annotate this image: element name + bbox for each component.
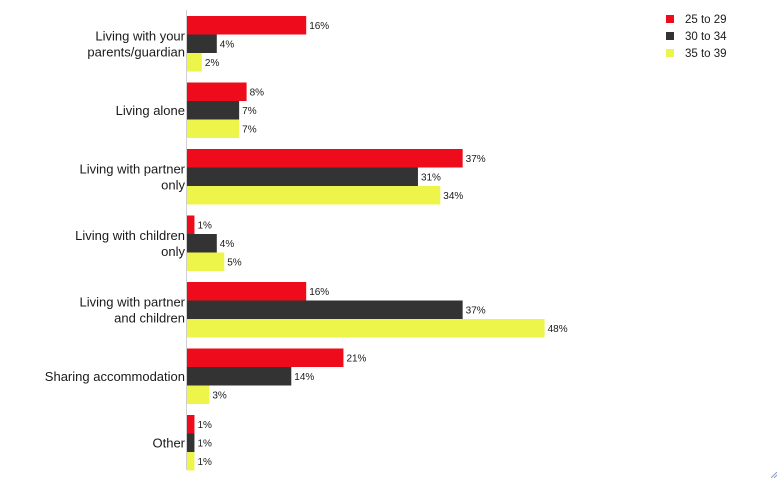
bar-1-2 (187, 119, 240, 138)
legend-label-2: 35 to 39 (685, 48, 727, 60)
bar-1-1 (187, 101, 240, 120)
data-label-4-1: 37% (466, 305, 486, 316)
data-label-0-1: 4% (220, 39, 235, 50)
bar-0-0 (187, 16, 307, 35)
bar-1-0 (187, 82, 247, 101)
data-label-2-0: 37% (466, 154, 486, 165)
category-label-0-line-1: parents/guardian (87, 44, 185, 59)
data-label-1-1: 7% (242, 106, 257, 117)
category-label-4-line-1: and children (114, 310, 185, 325)
bar-0-1 (187, 34, 217, 53)
bar-3-0 (187, 215, 195, 234)
bar-5-0 (187, 348, 344, 367)
bar-4-0 (187, 282, 307, 301)
data-label-4-2: 48% (548, 324, 568, 335)
bar-5-1 (187, 367, 292, 386)
bar-3-2 (187, 252, 225, 271)
bar-2-1 (187, 167, 418, 186)
data-label-3-0: 1% (197, 220, 212, 231)
bar-2-0 (187, 149, 463, 168)
category-label-1-line-0: Living alone (116, 103, 185, 118)
data-label-2-1: 31% (421, 172, 441, 183)
bar-0-2 (187, 53, 202, 72)
resize-handle-icon (771, 472, 777, 478)
bar-4-2 (187, 319, 545, 338)
legend-swatch-0 (666, 15, 674, 23)
data-label-0-0: 16% (309, 21, 329, 32)
bar-2-2 (187, 186, 441, 205)
legend-swatch-2 (666, 49, 674, 57)
data-label-2-2: 34% (443, 191, 463, 202)
category-label-0-line-0: Living with your (95, 28, 185, 43)
legend-label-0: 25 to 29 (685, 14, 727, 26)
data-label-1-0: 8% (250, 87, 265, 98)
data-label-3-2: 5% (227, 257, 242, 268)
data-label-6-2: 1% (197, 457, 212, 468)
category-label-3-line-0: Living with children (75, 228, 185, 243)
legend-label-1: 30 to 34 (685, 31, 727, 43)
data-label-0-2: 2% (205, 58, 220, 69)
bar-4-1 (187, 300, 463, 319)
data-label-5-2: 3% (212, 390, 227, 401)
bar-3-1 (187, 234, 217, 253)
data-label-6-1: 1% (197, 438, 212, 449)
legend-swatch-1 (666, 32, 674, 40)
category-label-2-line-1: only (161, 177, 185, 192)
data-label-6-0: 1% (197, 420, 212, 431)
data-label-3-1: 4% (220, 239, 235, 250)
value-labels: 16%4%2%8%7%7%37%31%34%1%4%5%16%37%48%21%… (197, 21, 567, 468)
bar-6-1 (187, 433, 195, 452)
legend: 25 to 29 30 to 34 35 to 39 (666, 14, 727, 60)
data-label-5-0: 21% (346, 353, 366, 364)
data-label-1-2: 7% (242, 124, 257, 135)
category-label-3-line-1: only (161, 244, 185, 259)
bar-6-0 (187, 415, 195, 434)
data-label-5-1: 14% (294, 372, 314, 383)
category-label-5-line-0: Sharing accommodation (45, 369, 185, 384)
category-label-6-line-0: Other (152, 435, 185, 450)
data-label-4-0: 16% (309, 287, 329, 298)
category-label-4-line-0: Living with partner (80, 294, 186, 309)
bar-6-2 (187, 452, 195, 471)
bars-group (187, 16, 545, 471)
category-label-2-line-0: Living with partner (80, 161, 186, 176)
bar-5-2 (187, 385, 210, 404)
